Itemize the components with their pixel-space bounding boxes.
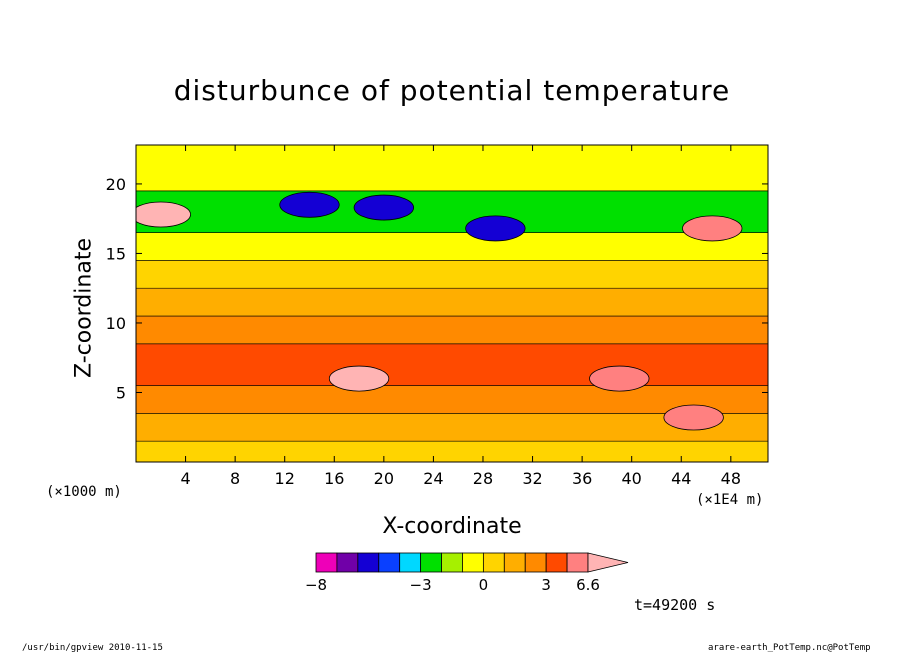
heatmap-band xyxy=(136,343,768,386)
colorbar-tick-label: −8 xyxy=(305,576,327,594)
x-tick-label: 20 xyxy=(374,469,394,488)
x-unit-note: (×1E4 m) xyxy=(696,492,764,508)
y-tick-label: 20 xyxy=(106,175,126,194)
heatmap-band xyxy=(136,385,768,414)
plot-area xyxy=(136,145,768,462)
heatmap-feature xyxy=(589,365,650,392)
heatmap-feature xyxy=(279,191,340,218)
footer-left: /usr/bin/gpview 2010-11-15 xyxy=(22,643,163,653)
x-tick-label: 16 xyxy=(324,469,344,488)
colorbar-swatch xyxy=(336,552,359,573)
colorbar-swatch xyxy=(378,552,401,573)
y-axis-label: Z-coordinate xyxy=(71,238,97,378)
colorbar-extension xyxy=(587,552,629,573)
plot-frame xyxy=(135,144,769,463)
heatmap-band xyxy=(136,287,768,317)
colorbar-tick-label: 3 xyxy=(541,576,551,594)
colorbar-tick-label: 0 xyxy=(479,576,489,594)
colorbar-tick-label: 6.6 xyxy=(576,576,600,594)
y-tick-label: 15 xyxy=(106,244,126,263)
x-tick-label: 24 xyxy=(423,469,443,488)
heatmap-band xyxy=(136,190,768,233)
chart-title: disturbunce of potential temperature xyxy=(173,74,731,107)
x-tick-label: 32 xyxy=(522,469,542,488)
colorbar-swatch xyxy=(462,552,484,573)
heatmap-feature xyxy=(353,194,414,221)
heatmap-feature xyxy=(465,215,526,242)
heatmap-band xyxy=(136,440,768,462)
x-scale-note: (×1000 m) xyxy=(46,484,122,500)
x-tick-label: 44 xyxy=(671,469,691,488)
colorbar-swatch xyxy=(503,552,526,573)
colorbar-swatch xyxy=(399,552,422,573)
y-tick-label: 5 xyxy=(116,383,126,402)
colorbar-tick-label: −3 xyxy=(410,576,432,594)
colorbar-swatch xyxy=(357,552,380,573)
heatmap-band xyxy=(136,232,768,261)
x-tick-label: 36 xyxy=(572,469,592,488)
x-tick-label: 40 xyxy=(622,469,642,488)
heatmap-feature xyxy=(682,215,743,242)
x-tick-label: 12 xyxy=(275,469,295,488)
colorbar-swatch xyxy=(566,552,589,573)
heatmap-band xyxy=(136,145,768,192)
x-tick-label: 48 xyxy=(721,469,741,488)
y-tick-label: 10 xyxy=(106,314,126,333)
heatmap-band xyxy=(136,315,768,345)
x-tick-label: 8 xyxy=(230,469,240,488)
heatmap-band xyxy=(136,260,768,289)
colorbar-swatch xyxy=(441,552,463,573)
colorbar-swatch xyxy=(524,552,547,573)
colorbar-swatch xyxy=(482,552,505,573)
time-label: t=49200 s xyxy=(634,596,716,614)
footer-right: arare-earth_PotTemp.nc@PotTemp xyxy=(708,643,871,653)
x-tick-label: 4 xyxy=(180,469,190,488)
x-axis-label: X-coordinate xyxy=(382,514,522,539)
x-tick-label: 28 xyxy=(473,469,493,488)
heatmap-feature xyxy=(328,365,390,392)
colorbar-swatch xyxy=(315,552,338,573)
colorbar: −8 −3 0 3 6.6 xyxy=(305,552,629,594)
heatmap-band xyxy=(136,413,768,442)
heatmap-feature xyxy=(136,201,191,228)
heatmap-feature xyxy=(663,404,724,431)
colorbar-swatch xyxy=(420,552,442,573)
colorbar-swatch xyxy=(545,552,568,573)
